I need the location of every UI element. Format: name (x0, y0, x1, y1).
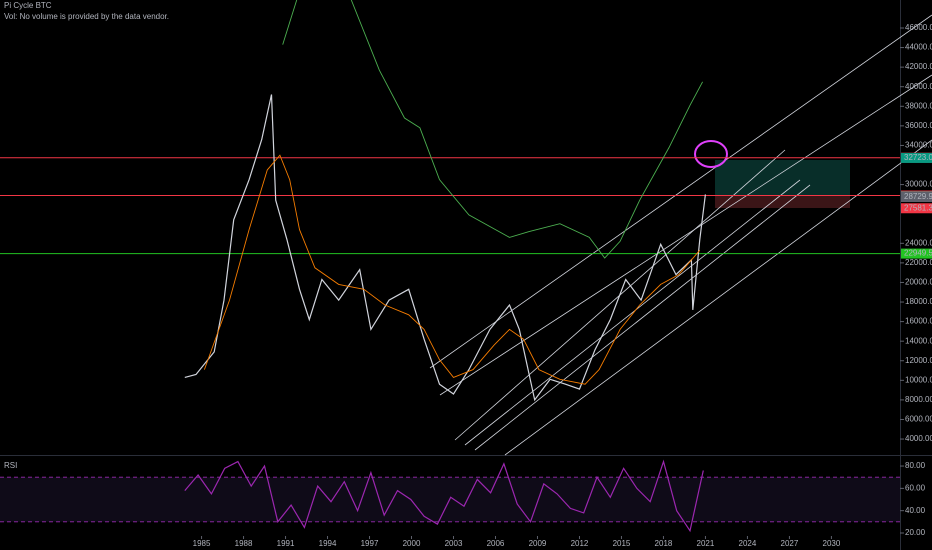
y-tick-label: 20000.00 (905, 278, 932, 287)
price-label-bg (901, 203, 932, 214)
price-label: 22949.53 (904, 249, 932, 258)
x-tick-label: 2003 (445, 539, 463, 548)
y-tick-label: 80.00 (905, 461, 926, 470)
price-label-bg (901, 152, 932, 163)
y-tick-label: 36000.00 (905, 121, 932, 130)
price-label: 32723.06 (904, 153, 932, 162)
chart-title: Pi Cycle BTC (4, 1, 52, 10)
y-tick-label: 44000.00 (905, 43, 932, 52)
y-tick-label: 24000.00 (905, 238, 932, 247)
highlight-circle (694, 140, 728, 168)
x-tick-label: 1994 (319, 539, 337, 548)
x-tick-label: 2015 (613, 539, 631, 548)
rsi-title: RSI (4, 461, 17, 470)
y-tick-label: 12000.00 (905, 356, 932, 365)
x-tick-label: 1985 (193, 539, 211, 548)
y-tick-label: 40.00 (905, 506, 926, 515)
y-tick-label: 38000.00 (905, 101, 932, 110)
y-tick-label: 46000.00 (905, 23, 932, 32)
price-label-bg (901, 192, 932, 203)
x-tick-label: 2024 (739, 539, 757, 548)
position-profit-box (715, 160, 850, 195)
channel-line (474, 184, 811, 451)
y-tick-label: 4000.00 (905, 434, 932, 443)
x-tick-label: 2030 (823, 539, 841, 548)
y-tick-label: 6000.00 (905, 415, 932, 424)
y-tick-label: 34000.00 (905, 141, 932, 150)
x-tick-label: 2021 (697, 539, 715, 548)
y-tick-label: 22000.00 (905, 258, 932, 267)
y-tick-label: 20.00 (905, 528, 926, 537)
price-label: 27581.3 (904, 203, 932, 212)
position-loss-box (715, 195, 850, 208)
price-label-bg (901, 248, 932, 259)
x-tick-label: 2018 (655, 539, 673, 548)
x-tick-label: 1988 (235, 539, 253, 548)
series-line (184, 94, 706, 402)
channel-line (429, 14, 932, 369)
chart-subtitle: Vol: No volume is provided by the data v… (4, 12, 169, 21)
channel-line (464, 179, 801, 446)
y-tick-label: 10000.00 (905, 375, 932, 384)
y-tick-label: 14000.00 (905, 336, 932, 345)
y-tick-label: 30000.00 (905, 180, 932, 189)
x-tick-label: 2012 (571, 539, 589, 548)
y-tick-label: 8000.00 (905, 395, 932, 404)
series-line (282, 0, 703, 259)
series-line (184, 459, 704, 533)
price-label: 28729.99 (904, 192, 932, 201)
y-tick-label: 40000.00 (905, 82, 932, 91)
y-tick-label: 16000.00 (905, 317, 932, 326)
x-tick-label: 1991 (277, 539, 295, 548)
channel-line (504, 139, 932, 456)
x-tick-label: 1997 (361, 539, 379, 548)
x-tick-label: 2006 (487, 539, 505, 548)
y-tick-label: 60.00 (905, 483, 926, 492)
x-tick-label: 2000 (403, 539, 421, 548)
x-tick-label: 2009 (529, 539, 547, 548)
x-tick-label: 2027 (781, 539, 799, 548)
y-tick-label: 18000.00 (905, 297, 932, 306)
series-line (203, 154, 701, 385)
y-tick-label: 42000.00 (905, 62, 932, 71)
